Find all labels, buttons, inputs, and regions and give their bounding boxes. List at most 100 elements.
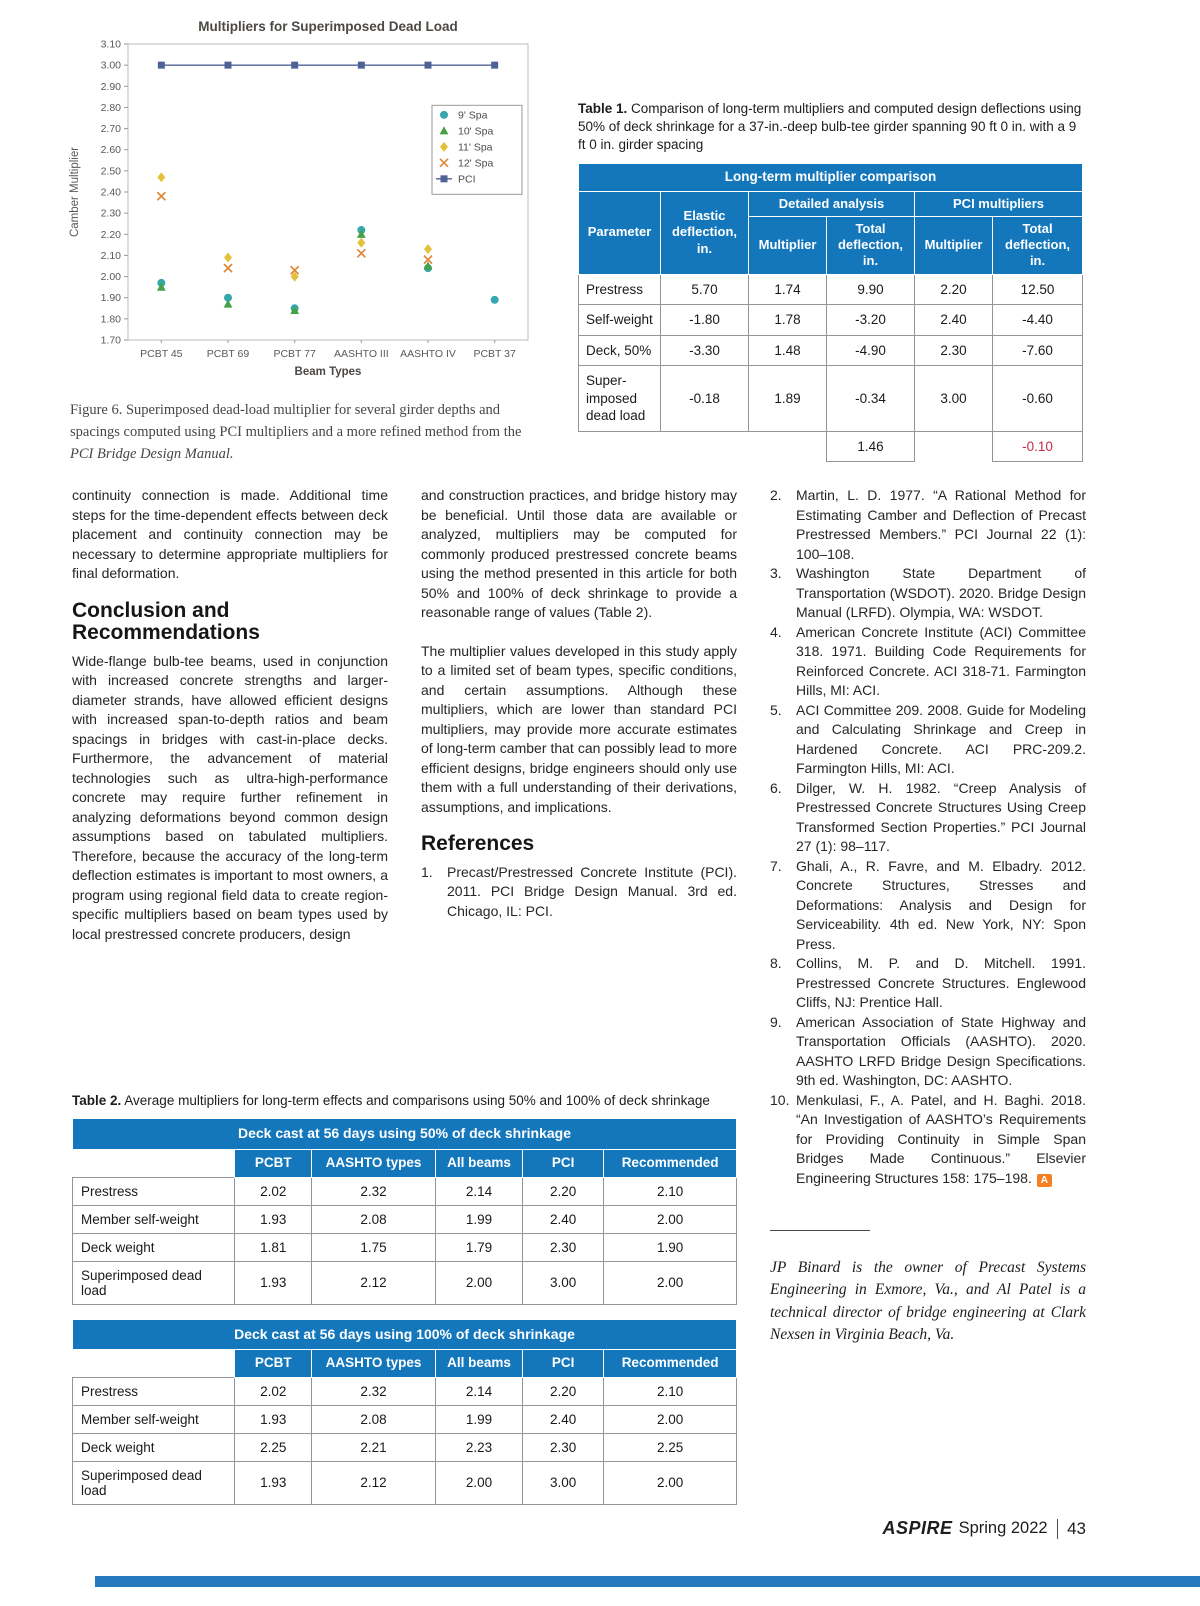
reference-text: Menkulasi, F., A. Patel, and H. Baghi. 2… [796,1091,1086,1187]
table2-cell: 1.99 [434,1204,524,1234]
table2-cell: Prestress [71,1376,236,1406]
table2-cell: 1.79 [434,1232,524,1262]
table2-cell: Member self-weight [71,1404,236,1434]
svg-text:2.10: 2.10 [101,250,122,262]
page-footer: ASPIRE Spring 2022 43 [883,1518,1086,1539]
svg-text:2.30: 2.30 [101,208,122,220]
author-bio: JP Binard is the owner of Precast System… [770,1259,1086,1344]
table1-cell: -4.40 [991,304,1084,336]
table2-cell: Deck weight [71,1232,236,1262]
table2-cell: 1.93 [234,1260,313,1305]
paragraph-conclusion: Wide-flange bulb-tee beams, used in conj… [72,652,388,942]
table2-cell: 2.23 [434,1432,524,1462]
table2-cell: 2.02 [234,1176,313,1206]
table1-cell: 1.74 [748,273,827,306]
table2-cell: 1.90 [603,1232,737,1262]
table2-cell: 2.12 [311,1260,436,1305]
table2-cell: 1.93 [234,1460,313,1505]
table2-row: Deck weight 1.81 1.75 1.79 2.30 1.90 [71,1232,737,1262]
table1-cell: Prestress [578,273,661,306]
table2-column-header: PCBT [234,1148,313,1178]
table1-header-total-pci: Total deflection, in. [991,215,1084,275]
table2-cell: 2.10 [603,1376,737,1406]
table2-cell: 2.25 [234,1432,313,1462]
table2-column-header: PCI [522,1148,605,1178]
table1-cell: -7.60 [991,334,1084,367]
table2-cell: 2.00 [603,1404,737,1434]
table2-cell: 2.20 [522,1176,605,1206]
table1-cell: 1.78 [748,304,827,336]
table1-cell: 1.48 [748,334,827,367]
svg-text:2.70: 2.70 [101,123,122,135]
table1-cell: -1.80 [660,304,749,336]
table1-cell: -3.30 [660,334,749,367]
table1-cell: -0.18 [660,365,749,432]
paragraph-multiplier-values: The multiplier values developed in this … [421,642,737,815]
reference-text: ACI Committee 209. 2008. Guide for Model… [796,701,1086,777]
table1-cell: 2.20 [914,273,993,306]
table1-cell: -0.60 [991,365,1084,432]
table2-cell: Member self-weight [71,1204,236,1234]
table2-row: Prestress 2.02 2.32 2.14 2.20 2.10 [71,1376,737,1406]
paragraph-continuity: continuity connection is made. Additiona… [72,487,388,581]
table2-column-header: AASHTO types [311,1349,436,1378]
svg-text:2.40: 2.40 [101,187,122,199]
table2-cell: 1.99 [434,1404,524,1434]
table2-cell: 2.00 [603,1460,737,1505]
table1-caption: Table 1. Comparison of long-term multipl… [578,100,1082,155]
table1-cell: -3.20 [826,304,915,336]
svg-text:Camber Multiplier: Camber Multiplier [69,147,81,237]
table1-header-total-detailed: Total deflection, in. [826,215,915,275]
table2-cell: 2.21 [311,1432,436,1462]
table1-cell: 2.40 [914,304,993,336]
table1-total-cell [748,431,827,462]
table2-cell: Superimposed dead load [71,1260,236,1305]
table2-column-header: AASHTO types [311,1148,436,1178]
svg-text:2.20: 2.20 [101,229,122,241]
svg-text:10' Spa: 10' Spa [458,125,493,137]
reference-text: American Concrete Institute (ACI) Commit… [796,623,1086,699]
reference-text: American Association of State Highway an… [796,1013,1086,1089]
table2-row: Superimposed dead load 1.93 2.12 2.00 3.00 2.… [71,1460,737,1505]
table1-cell: Deck, 50% [578,334,661,367]
magazine-brand: ASPIRE [882,1518,953,1538]
reference-number: 1. [421,863,433,880]
table2-cell: 2.00 [434,1460,524,1505]
svg-text:PCBT 69: PCBT 69 [207,348,250,360]
reference-text: Precast/Prestressed Concrete Institute (… [447,863,737,919]
svg-text:3.10: 3.10 [101,39,122,51]
table1-cell: -0.34 [826,365,915,432]
section-heading-conclusion: Conclusion and Recommendations [72,598,260,645]
table2-cell: 2.25 [603,1432,737,1462]
svg-text:11' Spa: 11' Spa [458,141,493,153]
reference-item: 4. American Concrete Institute (ACI) Comm… [770,623,1086,701]
reference-number: 6. [770,779,782,796]
reference-item: 8. Collins, M. P. and D. Mitchell. 1991. … [770,954,1086,1013]
svg-text:PCI: PCI [458,173,476,185]
table2-column-header: Recommended [603,1349,737,1378]
reference-number: 3. [770,565,782,581]
table1-total-cell: 1.46 [826,430,915,463]
reference-text: Washington State Department of Transport… [796,565,1086,620]
table2-section: Deck cast at 56 days using 50% of deck s… [71,1118,737,1305]
reference-number: 8. [770,955,782,971]
reference-item: 3. Washington State Department of Transpo… [770,564,1086,623]
table2-cell: 2.00 [434,1260,524,1305]
table2-cell: 2.20 [522,1376,605,1406]
svg-text:Beam Types: Beam Types [295,366,362,378]
references-first: 1. Precast/Prestressed Concrete Institute… [421,863,737,922]
table2-column-header: All beams [434,1148,524,1178]
table1-cell: 9.90 [826,273,915,306]
svg-text:PCBT 37: PCBT 37 [473,348,516,360]
reference-item: 7. Ghali, A., R. Favre, and M. Elbadry. 2… [770,857,1086,955]
svg-text:Multipliers for Superimposed D: Multipliers for Superimposed Dead Load [198,19,458,34]
column-3: 2. Martin, L. D. 1977. “A Rational Method… [770,486,1086,1347]
table2-caption-text: Average multipliers for long-term effect… [121,1093,710,1108]
column-2: and construction practices, and bridge h… [421,486,737,921]
table1-cell: 12.50 [991,273,1084,306]
table2-cell: 2.30 [522,1432,605,1462]
table2-block: Table 2. Average multipliers for long-te… [71,1092,737,1519]
reference-text: Ghali, A., R. Favre, and M. Elbadry. 201… [796,857,1086,952]
figure6-caption: Figure 6. Superimposed dead-load multipl… [70,400,548,465]
bottom-accent-bar [95,1576,1200,1587]
